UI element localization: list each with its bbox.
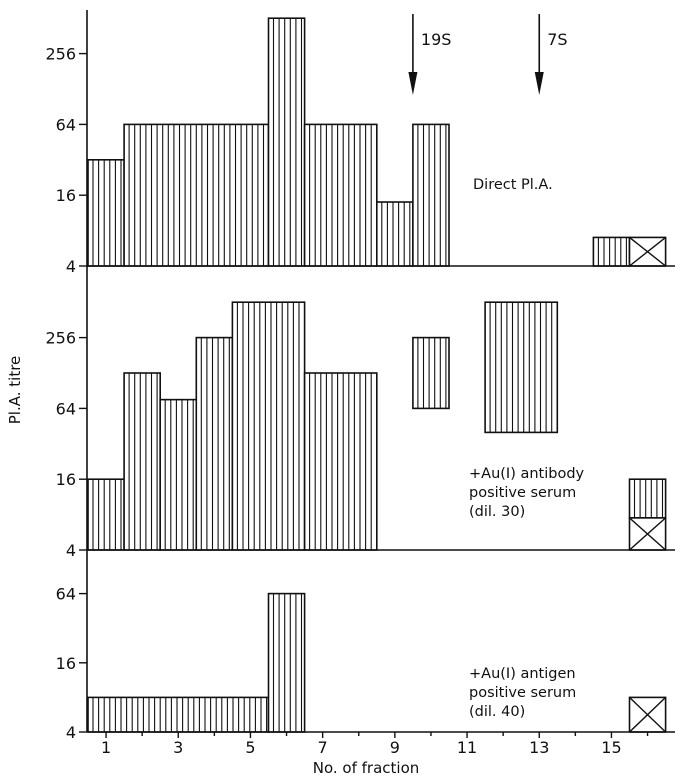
marker-label: 7S xyxy=(547,30,567,49)
marker-arrow xyxy=(408,14,418,95)
x-tick-label: 9 xyxy=(390,738,400,757)
bar xyxy=(592,236,631,267)
panel-annotations: Direct Pl.A. +Au(I) antibody positive seru… xyxy=(469,177,585,720)
x-tick-label: 3 xyxy=(173,738,183,757)
bar xyxy=(87,696,270,733)
panel-annotation-line: Direct Pl.A. xyxy=(473,177,553,193)
panel-annotation-line: +Au(I) antibody xyxy=(469,466,585,482)
y-tick-label: 4 xyxy=(66,541,76,560)
panel-annotation-line: (dil. 30) xyxy=(469,504,525,520)
bars xyxy=(87,17,667,733)
bar xyxy=(303,372,378,551)
bar xyxy=(123,372,161,551)
x-tick-label: 5 xyxy=(245,738,255,757)
bar xyxy=(303,123,378,267)
y-tick-label: 64 xyxy=(56,585,76,604)
panel-annotation-line: (dil. 40) xyxy=(469,704,525,720)
marker-label: 19S xyxy=(421,30,452,49)
x-tick-label: 15 xyxy=(601,738,621,757)
bar xyxy=(159,398,198,551)
crossed-box xyxy=(628,696,667,733)
bar xyxy=(484,301,559,434)
bar xyxy=(87,478,125,551)
bar xyxy=(195,336,234,551)
x-tick-label: 11 xyxy=(457,738,477,757)
y-tick-label: 16 xyxy=(56,470,76,489)
y-tick-label: 16 xyxy=(56,186,76,205)
x-tick-label: 1 xyxy=(101,738,111,757)
panel-annotation-line: +Au(I) antigen xyxy=(469,666,576,682)
panel-annotation-line: positive serum xyxy=(469,685,576,701)
y-tick-label: 16 xyxy=(56,654,76,673)
y-axis-label: Pl.A. titre xyxy=(6,356,24,425)
labels: No. of fraction Pl.A. titre xyxy=(6,356,419,777)
y-tick-label: 256 xyxy=(45,45,76,64)
bar xyxy=(267,17,306,267)
x-axis-label: No. of fraction xyxy=(313,759,420,777)
sedimentation-markers: 19S 7S xyxy=(408,14,568,95)
bar xyxy=(267,592,306,733)
x-tick-label: 13 xyxy=(529,738,549,757)
crossed-box xyxy=(628,517,667,551)
crossed-box xyxy=(628,236,667,267)
bar xyxy=(628,478,667,519)
y-tick-label: 64 xyxy=(56,115,76,134)
y-tick-label: 256 xyxy=(45,329,76,348)
bar xyxy=(87,159,125,267)
bar xyxy=(123,123,270,267)
bar xyxy=(375,201,414,267)
y-tick-label: 4 xyxy=(66,257,76,276)
y-tick-label: 64 xyxy=(56,399,76,418)
marker-arrow xyxy=(534,14,544,95)
bar xyxy=(412,123,450,267)
bar xyxy=(412,336,450,410)
y-tick-label: 4 xyxy=(66,723,76,742)
axes xyxy=(86,10,675,733)
x-tick-label: 7 xyxy=(318,738,328,757)
panel-annotation-line: positive serum xyxy=(469,485,576,501)
bar xyxy=(231,301,306,551)
